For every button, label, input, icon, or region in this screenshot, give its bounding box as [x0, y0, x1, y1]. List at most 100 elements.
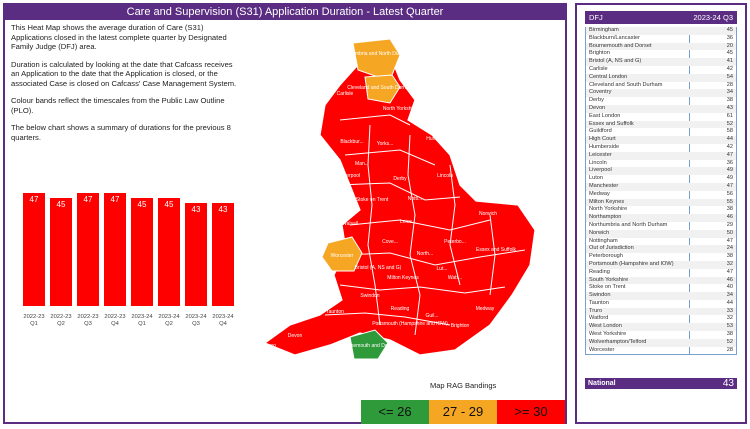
map-region-label: Bournemouth and Dorset — [340, 343, 396, 349]
dfj-name-cell: Humberside — [589, 143, 620, 150]
table-row: Carlisle 42 — [586, 66, 736, 74]
table-row: North Yorkshire 38 — [586, 206, 736, 214]
rag-band-green: <= 26 — [361, 400, 429, 424]
table-row: Watford 32 — [586, 315, 736, 323]
table-row: Devon 43 — [586, 104, 736, 113]
dfj-name-cell: Luton — [589, 175, 603, 182]
dfj-name-cell: Taunton — [589, 299, 609, 306]
bar-value-label: 43 — [191, 205, 201, 214]
dfj-name-cell: Cleveland and South Durham — [589, 81, 663, 88]
table-row: Stoke on Trent 40 — [586, 284, 736, 292]
table-row: Bournemouth and Dorset 20 — [586, 42, 736, 51]
bar: 43 — [212, 203, 234, 306]
bar-category-label: 2023-24 Q4 — [212, 314, 234, 327]
table-row: Norwich 50 — [586, 229, 736, 238]
map-region-label: Northumbria and North Durham — [340, 51, 410, 57]
map-region-label: Carlisle — [337, 91, 354, 97]
map-region-label: Lincoln — [437, 173, 453, 179]
duration-value-cell: 52 — [726, 120, 733, 127]
duration-value-cell: 28 — [726, 81, 733, 88]
dfj-name-cell: Truro — [589, 307, 603, 314]
duration-value-cell: 44 — [726, 136, 733, 143]
duration-value-cell: 45 — [726, 50, 733, 57]
map-region-label: Worcester — [331, 253, 354, 259]
table-row: Central London 54 — [586, 73, 736, 82]
table-row: Milton Keynes 55 — [586, 198, 736, 207]
description-paragraph: Colour bands reflect the timescales from… — [11, 96, 225, 115]
duration-value-cell: 38 — [726, 253, 733, 260]
column-divider — [689, 27, 690, 355]
bar: 45 — [158, 198, 180, 306]
bar: 47 — [77, 193, 99, 306]
dfj-name-cell: East London — [589, 112, 621, 119]
duration-value-cell: 55 — [726, 198, 733, 205]
duration-value-cell: 38 — [726, 331, 733, 338]
map-region-label: Medway — [476, 306, 495, 312]
dfj-name-cell: Bristol (A, NS and G) — [589, 58, 642, 65]
dfj-name-cell: Watford — [589, 315, 609, 322]
column-header-dfj: DFJ — [589, 13, 603, 22]
map-region-label: Liverpool — [340, 173, 360, 179]
map-region-label: Blackbur... — [340, 139, 363, 145]
table-row: Out of Jurisdiction 24 — [586, 245, 736, 254]
table-row: Swindon 34 — [586, 292, 736, 300]
duration-value-cell: 58 — [726, 128, 733, 135]
bar: 47 — [104, 193, 126, 306]
bar-category-label: 2022-23 Q1 — [23, 314, 45, 327]
table-row: Humberside 42 — [586, 144, 736, 152]
duration-value-cell: 29 — [726, 221, 733, 228]
map-region-label: Guil... — [425, 313, 438, 319]
description: This Heat Map shows the average duration… — [11, 23, 241, 150]
bar-category-label: 2022-23 Q2 — [50, 314, 72, 327]
bar-value-label: 45 — [137, 200, 147, 209]
table-row: West London 53 — [586, 323, 736, 332]
dfj-name-cell: Blackburn/Lancaster — [589, 34, 640, 41]
table-footer: National 43 — [585, 378, 737, 389]
description-paragraph: The below chart shows a summary of durat… — [11, 123, 231, 142]
table-row: Cleveland and South Durham 28 — [586, 82, 736, 90]
table-row: Luton 49 — [586, 175, 736, 183]
dfj-name-cell: Central London — [589, 73, 628, 80]
table-row: Wolverhampton/Telford 52 — [586, 338, 736, 347]
dfj-name-cell: Carlisle — [589, 65, 608, 72]
table-row: Brighton 45 — [586, 50, 736, 58]
duration-value-cell: 36 — [726, 34, 733, 41]
dfj-name-cell: Bournemouth and Dorset — [589, 42, 652, 49]
dfj-name-cell: Wolverhampton/Telford — [589, 338, 647, 345]
bar: 47 — [23, 193, 45, 306]
dfj-name-cell: Medway — [589, 190, 610, 197]
bar-column: 45 2023-24 Q2 — [158, 198, 180, 327]
bar-column: 47 2022-23 Q3 — [77, 193, 99, 327]
map-region-label: North... — [417, 251, 433, 257]
duration-value-cell: 44 — [726, 299, 733, 306]
bar-value-label: 45 — [56, 200, 66, 209]
duration-value-cell: 52 — [726, 338, 733, 345]
duration-value-cell: 47 — [726, 151, 733, 158]
map-region-label: Leice... — [400, 219, 416, 225]
duration-value-cell: 33 — [726, 307, 733, 314]
bar-value-label: 45 — [164, 200, 174, 209]
dfj-name-cell: Devon — [589, 104, 606, 111]
bar: 45 — [50, 198, 72, 306]
duration-value-cell: 45 — [726, 27, 733, 33]
duration-value-cell: 40 — [726, 284, 733, 291]
dfj-name-cell: High Court — [589, 136, 616, 143]
bar-column: 43 2023-24 Q3 — [185, 203, 207, 327]
table-row: High Court 44 — [586, 136, 736, 144]
bar-category-label: 2023-24 Q2 — [158, 314, 180, 327]
dfj-name-cell: Milton Keynes — [589, 198, 625, 205]
duration-bar-chart: 47 2022-23 Q1 45 2022-23 Q2 47 2022-23 Q3 47 2022-… — [23, 155, 238, 330]
bar-category-label: 2022-23 Q4 — [104, 314, 126, 327]
duration-value-cell: 32 — [726, 260, 733, 267]
duration-value-cell: 56 — [726, 190, 733, 197]
bar-column: 45 2023-24 Q1 — [131, 198, 153, 327]
duration-value-cell: 46 — [726, 276, 733, 283]
table-row: Birmingham 45 — [586, 27, 736, 35]
heatmap-panel: Care and Supervision (S31) Application D… — [3, 3, 567, 424]
table-row: Essex and Suffolk 52 — [586, 120, 736, 129]
table-row: Northumbria and North Durham 29 — [586, 222, 736, 230]
dfj-name-cell: Worcester — [589, 346, 615, 353]
region-cleveland — [364, 74, 401, 104]
map-region-label: Swindon — [360, 293, 379, 299]
dfj-name-cell: Norwich — [589, 229, 610, 236]
